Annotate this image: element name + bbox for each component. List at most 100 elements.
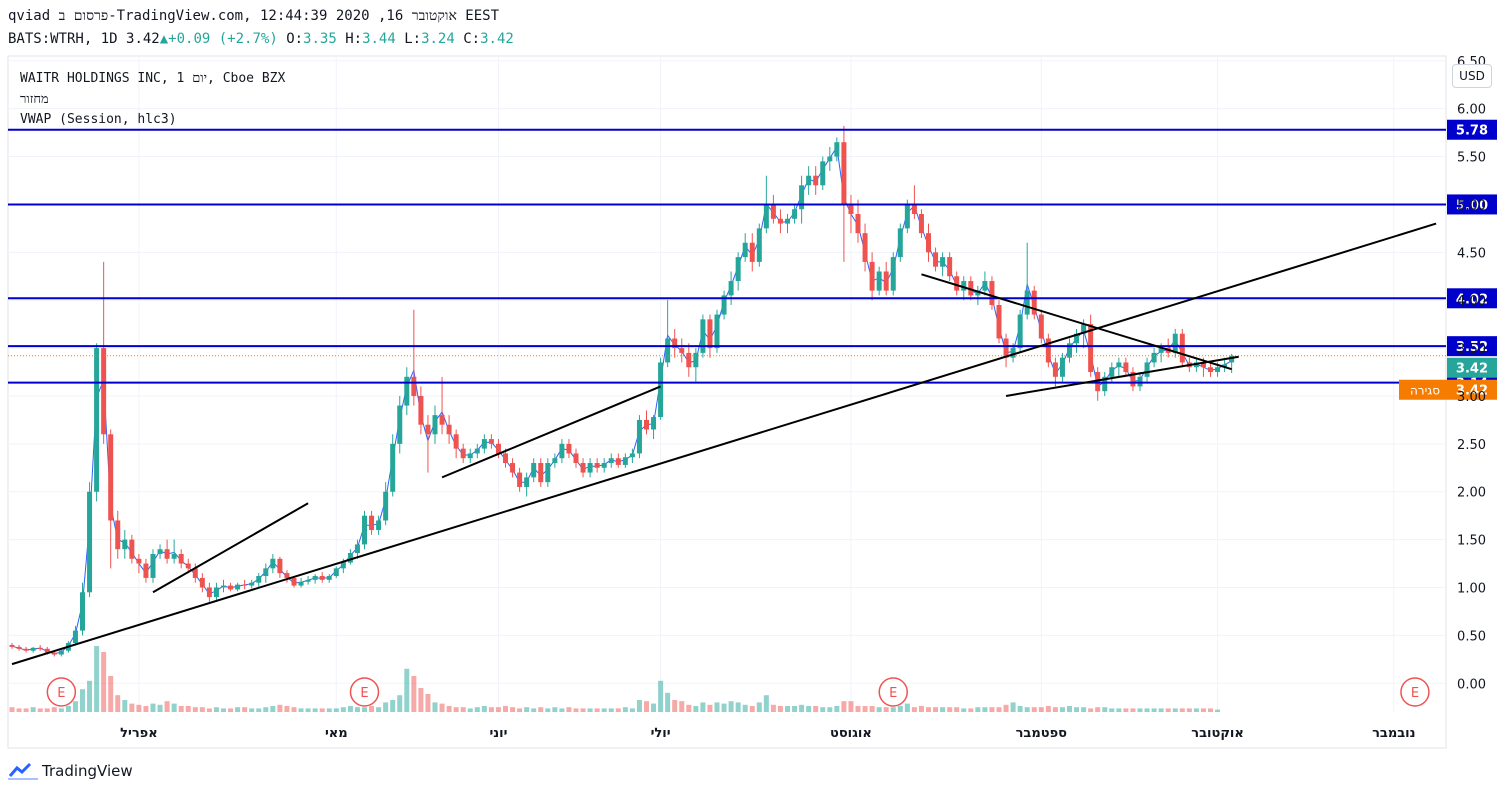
chart-title[interactable]: WAITR HOLDINGS INC, 1 יום, Cboe BZX [20,71,286,86]
countdown-price: 3.42 [1456,384,1488,399]
volume-bar [559,708,565,712]
volume-bar [827,707,833,712]
volume-bar [834,706,840,712]
candle-body [911,204,917,215]
volume-bar [1052,707,1058,712]
candle-body [636,419,642,454]
candle-body [150,553,156,578]
volume-bar [115,695,121,712]
candle-body [996,304,1002,339]
candle-body [587,463,593,473]
candle-body [665,338,671,363]
candle-body [23,648,29,651]
candle-body [552,458,558,464]
volume-bar [587,708,593,712]
currency-button[interactable]: USD [1452,64,1492,88]
volume-bar [1003,704,1009,712]
volume-bar [594,708,600,712]
candle-body [693,352,699,368]
volume-bar [221,708,226,712]
candle-body [806,175,812,186]
volume-bar [354,707,360,712]
current-price-box [1447,357,1497,378]
candle-body [1179,333,1185,363]
volume-bar [312,708,318,712]
candle-body [347,553,353,563]
candle-body [799,185,805,210]
y-tick-label: 5.00 [1457,198,1486,213]
candle-body [989,281,995,305]
candle-body [213,587,219,598]
volume-bar [1081,707,1087,712]
volume-bar [467,708,473,712]
trendline [152,502,309,594]
candle-body [1067,343,1072,358]
candle-body [672,338,678,349]
volume-bar [813,706,819,712]
volume-bar [129,703,135,712]
volume-bar [629,708,635,712]
volume-bar [806,706,812,712]
volume-bar [235,707,241,712]
volume-bar [636,700,642,712]
candle-body [108,434,114,521]
volume-bar [143,706,149,712]
volume-bar [446,706,452,712]
volume-bar [44,708,50,712]
volume-bar [1123,708,1129,712]
candle-body [1052,362,1058,377]
publish-info: qviad פרסום ב-TradingView.com, אוקטובר 1… [8,8,500,24]
candle-body [284,573,290,578]
level-price-box [1447,194,1497,215]
symbol-label[interactable]: BATS:WTRH, 1D [8,31,118,47]
volume-bar [411,676,417,712]
candle-body [1088,324,1094,373]
low-value: 3.24 [421,31,455,47]
candle-body [1059,357,1065,377]
candle-body [298,581,304,586]
candle-body [277,558,283,574]
volume-bar [770,704,776,712]
volume-bar [1130,708,1136,712]
level-price-box [1447,119,1497,140]
countdown-label: סגירה [1410,384,1440,398]
candle-body [1081,324,1087,334]
volume-bar [1024,707,1030,712]
volume-bar [199,707,205,712]
y-tick-label: 3.00 [1457,390,1486,405]
candle-body [510,463,516,473]
volume-bar [735,702,741,712]
volume-bar [65,706,71,712]
volume-bar [954,707,960,712]
tradingview-logo[interactable]: TradingView [8,762,133,780]
candle-body [101,348,107,435]
candle-body [700,319,706,353]
volume-bar [714,702,720,712]
volume-legend[interactable]: מחזור [20,92,49,107]
volume-bar [326,708,332,712]
candle-body [827,156,833,162]
earnings-marker-label: E [57,686,65,701]
candle-body [982,281,988,291]
candle-body [1200,362,1206,368]
earnings-marker-label: E [360,686,368,701]
volume-bar [80,689,85,712]
volume-bar [347,706,353,712]
y-tick-label: 0.50 [1457,629,1486,644]
candle-body [340,562,346,569]
candle-body [947,257,953,277]
candle-body [51,652,57,655]
candle-body [1229,355,1235,363]
candle-body [72,630,78,644]
trendline [921,273,1232,371]
candle-body [199,577,205,588]
volume-bar [855,706,861,712]
up-arrow-icon: ▲ [159,31,169,47]
volume-bar [926,707,931,712]
volume-bar [545,708,551,712]
chart-frame [7,55,1447,749]
volume-bar [362,707,367,712]
vwap-legend[interactable]: VWAP (Session, hlc3) [20,112,177,127]
volume-bar [185,706,191,712]
